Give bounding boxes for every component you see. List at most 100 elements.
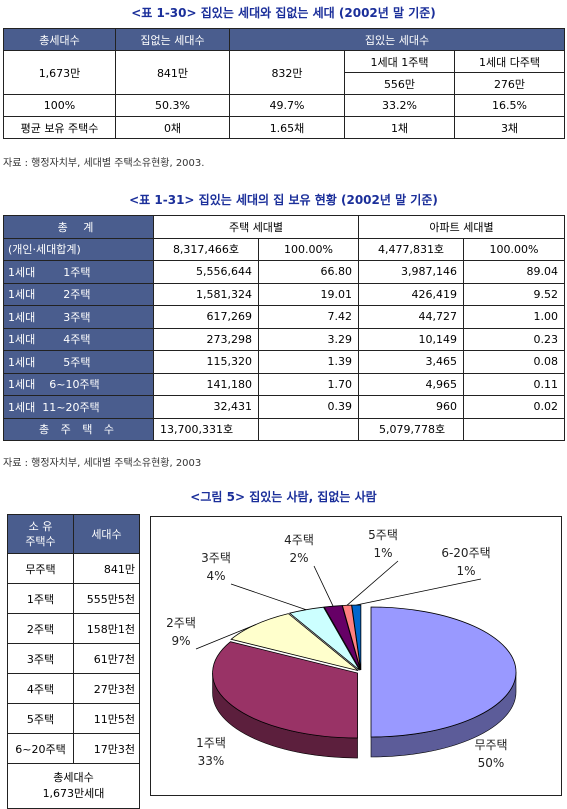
cell: 1,581,324 xyxy=(153,282,259,306)
row-label: 1세대 6~10주택 xyxy=(3,372,154,396)
table-row: 6~20주택 17만3천 xyxy=(7,733,140,764)
cell: 158만1천 xyxy=(73,613,140,644)
cell: 8,317,466호 xyxy=(153,237,259,261)
cell: 50.3% xyxy=(115,94,230,117)
cell: 4,477,831호 xyxy=(358,237,465,261)
pie-chart: 무주택 50% 1주택 33% 2주택 9% 3주택 4% 4주택 2% 5주택 1% 6-20주택 1% xyxy=(150,516,562,796)
header-homeowner-households: 집있는 세대수 xyxy=(228,28,566,51)
cell: 555만5천 xyxy=(73,583,140,614)
table2-title: <표 1-31> 집있는 세대의 집 보유 현황 (2002년 말 기준) xyxy=(129,193,438,207)
slice-name-label: 3주택 xyxy=(201,551,231,565)
cell: 0.08 xyxy=(463,350,566,374)
row-label: 1세대 4주택 xyxy=(3,327,154,351)
cell: 61만7천 xyxy=(73,643,140,674)
slice-percent-label: 2% xyxy=(289,551,308,565)
leader-line xyxy=(313,565,334,607)
cell: 44,727 xyxy=(358,305,465,329)
slice-name-label: 4주택 xyxy=(284,533,314,547)
cell: 841만 xyxy=(115,50,230,95)
cell: 1채 xyxy=(344,116,455,139)
pie-slice-7 xyxy=(351,604,362,671)
cell: 100.00% xyxy=(463,237,566,261)
leader-line xyxy=(195,624,256,650)
header-house-count: 소 유 주택수 xyxy=(7,514,74,554)
cell: 556만 xyxy=(344,72,455,95)
cell: 1.65채 xyxy=(229,116,345,139)
cell: 841만 xyxy=(73,553,140,584)
cell: 832만 xyxy=(229,50,345,95)
cell: 100% xyxy=(3,94,116,117)
table-row: 1세대 2주택 1,581,324 19.01 426,419 9.52 xyxy=(3,282,566,306)
cell: 5,556,644 xyxy=(153,260,259,284)
cell: 19.01 xyxy=(257,282,360,306)
table-row: 1세대 6~10주택 141,180 1.70 4,965 0.11 xyxy=(3,372,566,396)
leader-line xyxy=(356,578,482,606)
cell: 13,700,331호 xyxy=(153,417,259,441)
leader-line xyxy=(346,560,399,606)
table-row: 무주택 841만 xyxy=(7,553,140,584)
cell: 1.39 xyxy=(257,350,360,374)
household-table: 총세대수 집없는 세대수 집있는 세대수 1,673만 841만 832만 1세… xyxy=(3,28,566,139)
figure-title: <그림 5> 집있는 사람, 집없는 사람 xyxy=(190,490,377,504)
cell: 115,320 xyxy=(153,350,259,374)
cell: 6~20주택 xyxy=(7,733,74,764)
slice-percent-label: 1% xyxy=(456,564,475,578)
cell: 273,298 xyxy=(153,327,259,351)
slice-percent-label: 4% xyxy=(206,569,225,583)
slice-name-label: 무주택 xyxy=(474,738,507,752)
table-row: 3주택 61만7천 xyxy=(7,643,140,674)
cell: 32,431 xyxy=(153,395,259,419)
cell: 2주택 xyxy=(7,613,74,644)
cell: 4주택 xyxy=(7,673,74,704)
subheader-multi-house: 1세대 다주택 xyxy=(453,50,566,73)
cell: 1.70 xyxy=(257,372,360,396)
table-row: 2주택 158만1천 xyxy=(7,613,140,644)
table-row: 4주택 27만3천 xyxy=(7,673,140,704)
cell: 1,673만 xyxy=(3,50,116,95)
table-row: 1세대 3주택 617,269 7.42 44,727 1.00 xyxy=(3,305,566,329)
cell: 3,465 xyxy=(358,350,465,374)
table2-source: 자료 : 행정자치부, 세대별 주택소유현황, 2003 xyxy=(3,458,202,469)
table1-title: <표 1-30> 집있는 세대와 집없는 세대 (2002년 말 기준) xyxy=(131,6,436,20)
cell: 11만5천 xyxy=(73,703,140,734)
header-apartment: 아파트 세대별 xyxy=(358,215,566,239)
table-row: 1세대 5주택 115,320 1.39 3,465 0.08 xyxy=(3,350,566,374)
row-label: 1세대 11~20주택 xyxy=(3,395,154,419)
cell: 617,269 xyxy=(153,305,259,329)
total-households-cell: 총세대수 1,673만세대 xyxy=(7,763,140,809)
leader-line xyxy=(230,583,307,611)
cell: 960 xyxy=(358,395,465,419)
cell: 10,149 xyxy=(358,327,465,351)
slice-name-label: 2주택 xyxy=(166,616,196,630)
cell: 평균 보유 주택수 xyxy=(3,116,116,139)
row-label: 1세대 2주택 xyxy=(3,282,154,306)
cell: 0.11 xyxy=(463,372,566,396)
cell: 276만 xyxy=(453,72,566,95)
cell: 89.04 xyxy=(463,260,566,284)
header-total-sub: (개인·세대합계) xyxy=(3,237,154,261)
cell: 16.5% xyxy=(453,94,566,117)
slice-name-label: 6-20주택 xyxy=(441,546,490,560)
cell: 5주택 xyxy=(7,703,74,734)
row-label: 1세대 5주택 xyxy=(3,350,154,374)
cell: 4,965 xyxy=(358,372,465,396)
slice-percent-label: 1% xyxy=(373,546,392,560)
slice-name-label: 1주택 xyxy=(196,736,226,750)
total-value: 1,673만세대 xyxy=(42,787,105,800)
total-houses-label: 총 주 택 수 xyxy=(3,417,154,441)
cell: 1.00 xyxy=(463,305,566,329)
pie-slice-2 xyxy=(212,641,358,739)
cell: 17만3천 xyxy=(73,733,140,764)
header-households: 세대수 xyxy=(73,514,140,554)
cell: 0채 xyxy=(115,116,230,139)
slice-percent-label: 9% xyxy=(171,634,190,648)
cell: 무주택 xyxy=(7,553,74,584)
cell: 3채 xyxy=(453,116,566,139)
ownership-table: 총 계 주택 세대별 아파트 세대별 (개인·세대합계) 8,317,466호 … xyxy=(3,215,566,441)
cell: 66.80 xyxy=(257,260,360,284)
cell: 0.39 xyxy=(257,395,360,419)
table-row: 1주택 555만5천 xyxy=(7,583,140,614)
cell: 100.00% xyxy=(257,237,360,261)
cell: 33.2% xyxy=(344,94,455,117)
pie-slice-1 xyxy=(370,606,517,738)
